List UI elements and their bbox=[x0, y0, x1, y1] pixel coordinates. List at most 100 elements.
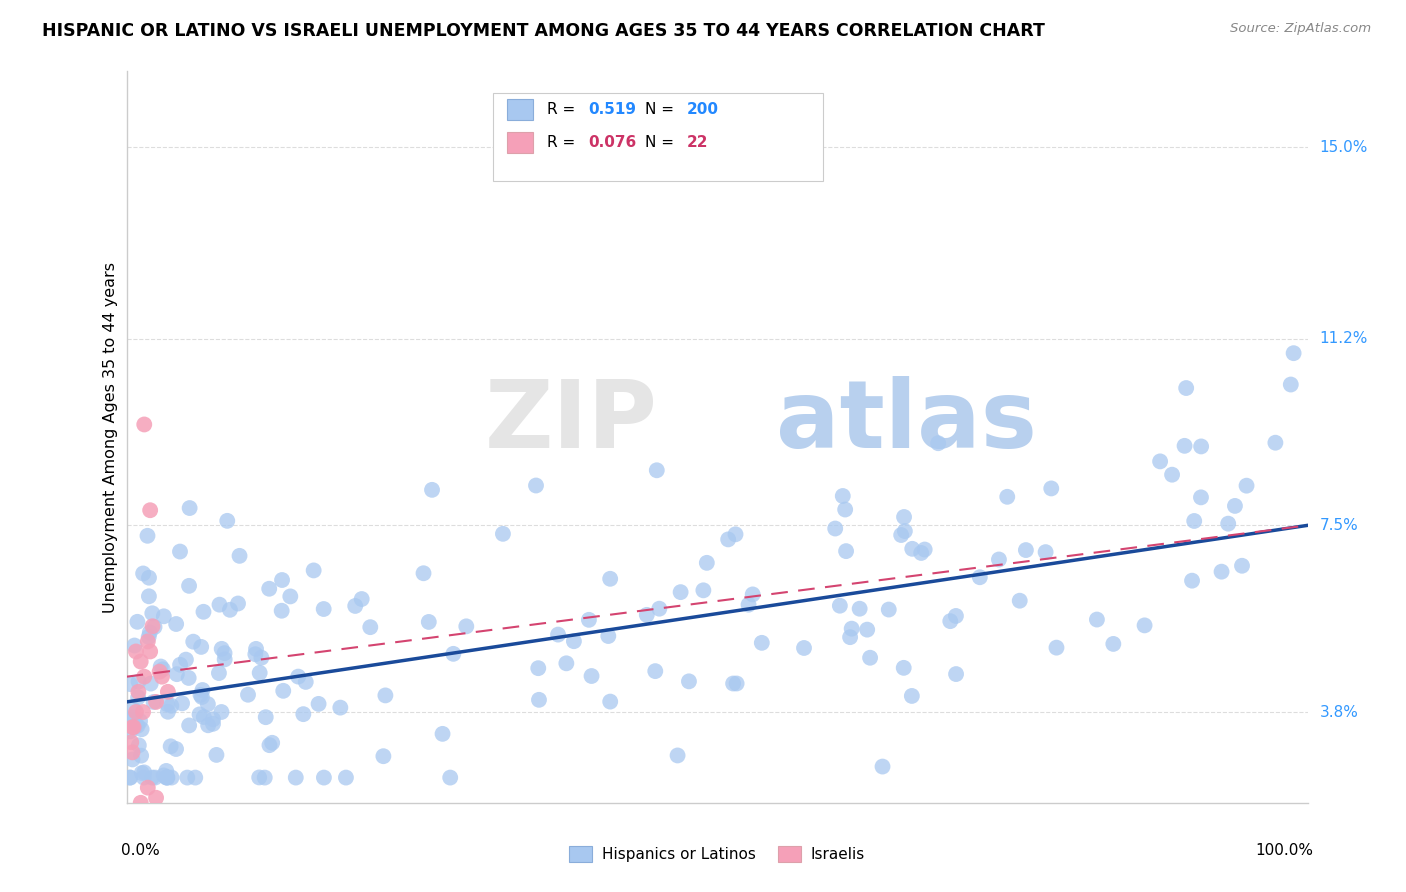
Point bbox=[139, 503, 162, 517]
Point bbox=[312, 602, 335, 616]
Point bbox=[156, 705, 179, 719]
Point bbox=[578, 613, 600, 627]
Point bbox=[197, 697, 219, 711]
Text: N =: N = bbox=[645, 102, 679, 117]
Point bbox=[1133, 618, 1156, 632]
Point bbox=[841, 622, 863, 636]
Point bbox=[835, 544, 858, 558]
Point bbox=[678, 674, 700, 689]
Point bbox=[153, 609, 176, 624]
Point bbox=[214, 646, 236, 660]
Point bbox=[122, 710, 145, 724]
Point bbox=[217, 514, 239, 528]
Point bbox=[125, 644, 148, 658]
Point bbox=[1279, 377, 1302, 392]
Point bbox=[138, 571, 160, 585]
Point bbox=[136, 634, 159, 648]
Point bbox=[636, 607, 658, 622]
Point bbox=[127, 719, 149, 733]
Point bbox=[174, 653, 197, 667]
Point bbox=[191, 683, 214, 698]
Point bbox=[228, 549, 250, 563]
Text: 11.2%: 11.2% bbox=[1319, 331, 1368, 346]
Point bbox=[141, 771, 163, 785]
Point bbox=[159, 739, 181, 754]
Point bbox=[257, 582, 280, 596]
Point bbox=[128, 739, 150, 753]
Point bbox=[188, 707, 211, 722]
Point bbox=[696, 556, 718, 570]
Point bbox=[278, 590, 301, 604]
Point bbox=[132, 771, 155, 785]
Point bbox=[259, 738, 281, 752]
Point bbox=[893, 661, 915, 675]
Point bbox=[824, 522, 846, 536]
Point bbox=[872, 759, 894, 773]
Point bbox=[599, 695, 621, 709]
Point bbox=[893, 510, 915, 524]
Point bbox=[184, 771, 207, 785]
Point bbox=[945, 609, 967, 624]
Y-axis label: Unemployment Among Ages 35 to 44 years: Unemployment Among Ages 35 to 44 years bbox=[103, 261, 118, 613]
Point bbox=[155, 764, 177, 778]
Point bbox=[1175, 381, 1198, 395]
Point bbox=[120, 713, 142, 727]
Point bbox=[555, 657, 578, 671]
Point bbox=[129, 655, 152, 669]
Point bbox=[193, 710, 215, 724]
Point bbox=[143, 620, 166, 634]
Point bbox=[1211, 565, 1233, 579]
Point bbox=[692, 583, 714, 598]
Point bbox=[254, 710, 277, 724]
Point bbox=[211, 641, 233, 656]
Point bbox=[124, 639, 146, 653]
Point bbox=[1282, 346, 1305, 360]
Text: 0.076: 0.076 bbox=[588, 136, 637, 151]
Point bbox=[302, 563, 325, 577]
Point bbox=[120, 677, 142, 691]
Point bbox=[492, 526, 515, 541]
Point bbox=[145, 695, 167, 709]
Point bbox=[856, 623, 879, 637]
Text: 200: 200 bbox=[686, 102, 718, 117]
Point bbox=[312, 771, 335, 785]
Point bbox=[1189, 491, 1212, 505]
Point bbox=[169, 657, 191, 672]
Point bbox=[725, 676, 748, 690]
Point bbox=[717, 533, 740, 547]
Point bbox=[152, 768, 174, 782]
Point bbox=[128, 674, 150, 689]
Point bbox=[741, 587, 763, 601]
Point bbox=[270, 604, 292, 618]
Point bbox=[245, 647, 267, 661]
Point bbox=[193, 605, 215, 619]
Point bbox=[169, 544, 191, 558]
Point bbox=[125, 705, 148, 719]
Point bbox=[139, 644, 162, 658]
Point bbox=[910, 546, 932, 560]
Point bbox=[839, 630, 862, 644]
Point bbox=[350, 592, 373, 607]
Point bbox=[1236, 478, 1258, 492]
Point bbox=[156, 685, 179, 699]
Point bbox=[149, 659, 172, 673]
Point bbox=[599, 572, 621, 586]
Point bbox=[648, 601, 671, 615]
Point bbox=[127, 615, 149, 629]
Point bbox=[125, 718, 148, 732]
Text: ZIP: ZIP bbox=[485, 376, 658, 468]
Point bbox=[287, 670, 309, 684]
Point bbox=[271, 573, 294, 587]
Point bbox=[201, 716, 224, 731]
Point bbox=[1149, 454, 1171, 468]
Point bbox=[848, 601, 870, 615]
Point bbox=[181, 634, 204, 648]
Text: R =: R = bbox=[547, 102, 581, 117]
Point bbox=[359, 620, 381, 634]
Point bbox=[136, 529, 159, 543]
Point bbox=[1035, 545, 1057, 559]
Text: 3.8%: 3.8% bbox=[1319, 705, 1358, 720]
Point bbox=[721, 676, 744, 690]
Point bbox=[152, 662, 174, 676]
Point bbox=[527, 661, 550, 675]
